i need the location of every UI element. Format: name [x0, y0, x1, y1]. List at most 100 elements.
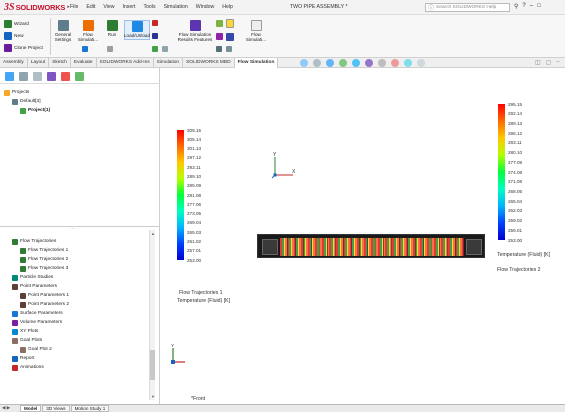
tab-evaluate[interactable]: Evaluate [71, 58, 97, 68]
probe-button[interactable] [226, 19, 234, 28]
tab-nav-arrows[interactable]: ◀ ▶ [2, 405, 11, 410]
tree-item[interactable]: Particle Studies [0, 273, 150, 282]
particle-icon [12, 274, 18, 281]
tree-scrollbar[interactable]: ▲ ▼ [149, 230, 155, 400]
flow-lines-icon [152, 46, 158, 52]
splitter-grip-icon[interactable]: ⋯ [70, 226, 75, 232]
tree-item[interactable]: Goal Plot 2 [0, 345, 150, 354]
legend-tick-label: 285.09 [187, 183, 202, 189]
tab-solidworks-mbd[interactable]: SOLIDWORKS MBD [183, 58, 235, 68]
flow-simulation-tab-icon[interactable] [75, 72, 84, 81]
scene-icon[interactable] [404, 59, 412, 67]
general-settings-button[interactable]: General Settings [52, 20, 74, 42]
window-controls: ⚲ ? – □ [514, 3, 541, 10]
ds-logo-mark: 3S [4, 1, 15, 13]
surface-plot-button[interactable] [152, 33, 158, 39]
chevron-right-icon[interactable]: ▸ [67, 4, 70, 10]
help-question-icon[interactable]: ? [522, 3, 526, 9]
table-tool-button[interactable] [107, 46, 113, 52]
dimxpert-tab-icon[interactable] [47, 72, 56, 81]
tree-item[interactable]: Volume Parameters [0, 318, 150, 327]
results-arrow-button[interactable] [162, 46, 168, 52]
load-unload-button[interactable]: Load/Unload [124, 20, 150, 40]
zoom-to-fit-icon[interactable] [300, 59, 308, 67]
tree-item[interactable]: Point Parameters [0, 282, 150, 291]
graphics-viewport[interactable]: 309.15 305.14 301.13 297.12 293.11 289.10 285.… [161, 68, 565, 404]
pipe-model[interactable] [257, 234, 485, 258]
new-button[interactable]: New [4, 32, 24, 40]
bottom-tab-3d-views[interactable]: 3D Views [42, 405, 70, 412]
flow-lines-button[interactable] [152, 46, 158, 52]
tree-item[interactable]: Default[3] [0, 97, 150, 106]
scroll-down-icon[interactable]: ▼ [151, 394, 155, 399]
tab-solidworks-add-ins[interactable]: SOLIDWORKS Add-Ins [97, 58, 154, 68]
doc-close-icon[interactable]: – [556, 59, 560, 65]
menu-insert[interactable]: Insert [122, 4, 136, 10]
flow-simulation-button[interactable]: Flow Simulati... [76, 20, 100, 42]
tree-item[interactable]: Project(1) [0, 106, 150, 115]
hide-show-icon[interactable] [378, 59, 386, 67]
menu-view[interactable]: View [103, 4, 115, 10]
tree-item[interactable]: Goal Plots [0, 336, 150, 345]
section-view-icon[interactable] [339, 59, 347, 67]
coordinate-triad: Y X [271, 152, 296, 179]
flow-simulation-results-features-button[interactable]: Flow Simulation Results Features [177, 20, 213, 42]
wizard-button[interactable]: Wizard [4, 20, 29, 28]
view-orientation-icon[interactable] [352, 59, 360, 67]
display-button[interactable] [216, 33, 223, 40]
feature-manager-tab-icon[interactable] [5, 72, 14, 81]
tree-item[interactable]: Flow Trajectories 1 [0, 246, 150, 255]
display-manager-tab-icon[interactable] [61, 72, 70, 81]
tree-item[interactable]: Report [0, 354, 150, 363]
menu-tools[interactable]: Tools [143, 4, 156, 10]
tree-item[interactable]: Flow Trajectories [0, 237, 150, 246]
cut-plot-button[interactable] [152, 20, 158, 26]
menu-help[interactable]: Help [222, 4, 233, 10]
tree-item[interactable]: Animations [0, 363, 150, 372]
tree-item[interactable]: Flow Trajectories 3 [0, 264, 150, 273]
tile-icon[interactable]: ◫ [535, 60, 541, 66]
minimize-icon[interactable]: – [529, 3, 534, 9]
menu-file[interactable]: File [70, 4, 79, 10]
bottom-tab-model[interactable]: Model [20, 405, 42, 412]
tree-item[interactable]: Flow Trajectories 2 [0, 255, 150, 264]
search-help-input[interactable]: ⓘ Search SOLIDWORKS Help [425, 3, 510, 12]
tab-layout[interactable]: Layout [28, 58, 50, 68]
restore-icon[interactable]: □ [537, 3, 541, 9]
tab-simulation[interactable]: Simulation [154, 58, 184, 68]
view-settings-icon[interactable] [417, 59, 425, 67]
flow-simulation-extra-button[interactable]: Flow Simulati... [245, 20, 267, 42]
tree-item[interactable]: Point Parameters 2 [0, 300, 150, 309]
solidworks-logo[interactable]: 3S SOLIDWORKS ▸ [4, 1, 70, 13]
clone-project-button[interactable]: Clone Project [4, 44, 43, 52]
scrollbar-thumb[interactable] [150, 350, 155, 380]
property-manager-tab-icon[interactable] [19, 72, 28, 81]
menu-simulation[interactable]: Simulation [163, 4, 188, 10]
tab-flow-simulation[interactable]: Flow Simulation [234, 58, 279, 68]
previous-view-icon[interactable] [326, 59, 334, 67]
configuration-manager-tab-icon[interactable] [33, 72, 42, 81]
settings-small-button[interactable] [226, 46, 232, 52]
display-style-icon[interactable] [365, 59, 373, 67]
component-button[interactable] [226, 33, 234, 41]
tree-item[interactable]: XY Plots [0, 327, 150, 336]
search-icon[interactable]: ⚲ [514, 4, 519, 10]
panel-splitter[interactable]: ⋯ [0, 226, 160, 232]
run-button[interactable]: Run [104, 20, 120, 37]
doc-restore-icon[interactable]: ▢ [545, 60, 552, 66]
tree-item[interactable]: Surface Parameters [0, 309, 150, 318]
zoom-area-icon[interactable] [313, 59, 321, 67]
tree-item[interactable]: Point Parameters 1 [0, 291, 150, 300]
tree-item[interactable]: Projects [0, 88, 150, 97]
menu-edit[interactable]: Edit [86, 4, 96, 10]
menu-window[interactable]: Window [195, 4, 215, 10]
small-tool-button[interactable] [82, 46, 88, 52]
calc-button[interactable] [216, 46, 222, 52]
tree-item-label: Particle Studies [20, 275, 54, 280]
scroll-up-icon[interactable]: ▲ [151, 231, 155, 236]
tab-assembly[interactable]: Assembly [0, 58, 28, 68]
tab-sketch[interactable]: Sketch [49, 58, 71, 68]
scale-tool-button[interactable] [216, 20, 223, 27]
edit-appearance-icon[interactable] [391, 59, 399, 67]
bottom-tab-motion-study-1[interactable]: Motion Study 1 [70, 405, 110, 412]
